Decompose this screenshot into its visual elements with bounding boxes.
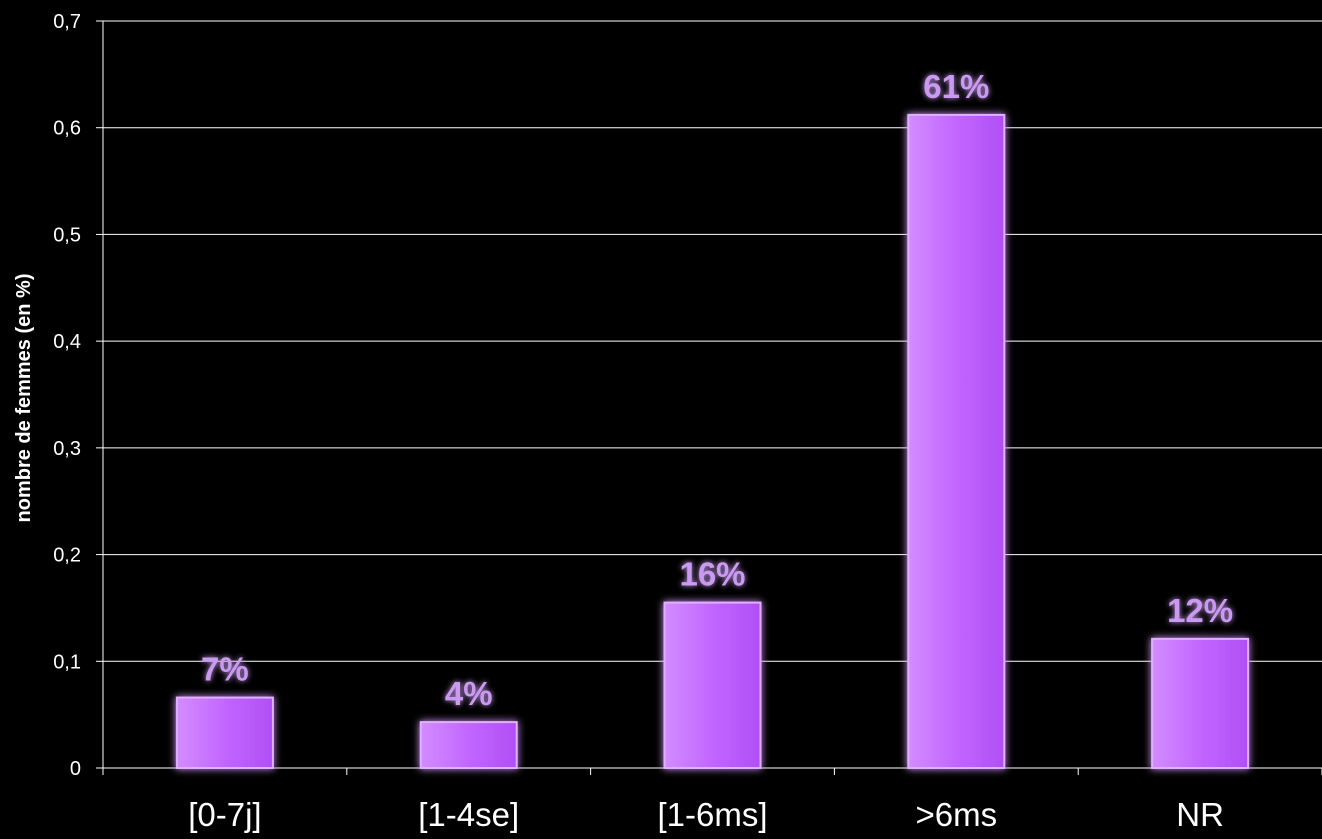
data-labels: 7% 4% 16% 61% 12%	[201, 68, 1233, 712]
y-tick-label: 0,1	[53, 651, 81, 673]
bar	[419, 721, 518, 769]
data-label: 7%	[201, 651, 249, 688]
y-tick-label: 0,7	[53, 11, 81, 33]
y-tick-labels: 0 0,1 0,2 0,3 0,4 0,5 0,6 0,7	[53, 11, 81, 780]
bar	[663, 601, 762, 769]
gridlines	[103, 20, 1322, 662]
data-label: 12%	[1167, 592, 1233, 629]
y-tick-label: 0,2	[53, 545, 81, 567]
y-tick-label: 0,5	[53, 224, 81, 246]
bar	[175, 696, 274, 769]
y-tick-label: 0	[70, 758, 81, 780]
bars	[175, 113, 1250, 770]
y-tick-label: 0,4	[53, 331, 81, 353]
data-label: 16%	[679, 556, 745, 593]
data-label: 4%	[445, 675, 493, 712]
y-tick-label: 0,3	[53, 438, 81, 460]
x-tick-label: >6ms	[915, 796, 997, 833]
data-label: 61%	[923, 68, 989, 105]
bar	[1151, 637, 1250, 770]
y-axis-title: nombre de femmes (en %)	[13, 274, 35, 523]
x-tick-label: [1-4se]	[418, 796, 519, 833]
x-tick-labels: [0-7j] [1-4se] [1-6ms] >6ms NR	[188, 796, 1224, 833]
x-tick-label: NR	[1176, 796, 1224, 833]
x-tick-label: [0-7j]	[188, 796, 261, 833]
x-tick-label: [1-6ms]	[657, 796, 767, 833]
y-tick-label: 0,6	[53, 118, 81, 140]
bar	[907, 113, 1006, 769]
